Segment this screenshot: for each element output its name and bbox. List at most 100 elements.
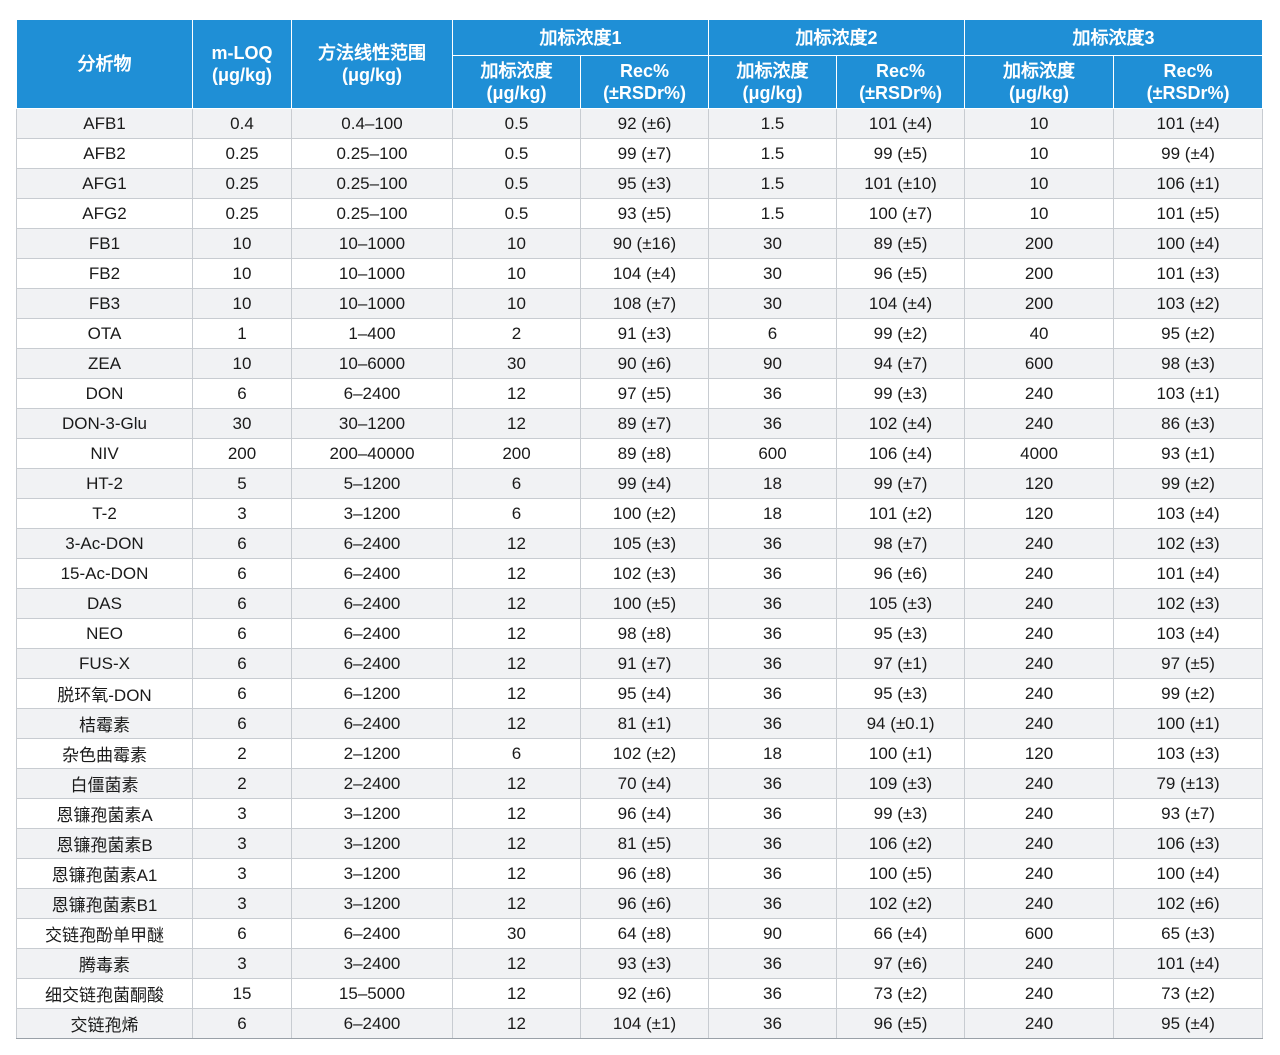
- cell-rec-2: 104 (±4): [836, 288, 966, 319]
- cell-rec-2: 106 (±4): [836, 438, 966, 469]
- cell-rec-1: 91 (±7): [579, 648, 710, 679]
- table-row: 细交链孢菌酮酸 15 15–5000 12 92 (±6) 36 73 (±2) 240 73 …: [16, 978, 1264, 1009]
- cell-spike-conc-2: 36: [708, 888, 838, 919]
- cell-rec-1: 96 (±6): [579, 888, 710, 919]
- cell-rec-2: 109 (±3): [836, 768, 966, 799]
- cell-analyte: 桔霉素: [16, 708, 193, 739]
- cell-rec-2: 101 (±10): [836, 168, 966, 199]
- cell-mloq: 30: [192, 408, 292, 439]
- cell-spike-conc-3: 10: [964, 138, 1115, 169]
- cell-analyte: 交链孢酚单甲醚: [16, 918, 193, 949]
- cell-rec-1: 104 (±4): [579, 258, 710, 289]
- cell-analyte: T-2: [16, 498, 193, 529]
- cell-spike-conc-2: 1.5: [708, 138, 838, 169]
- cell-analyte: 腾毒素: [16, 948, 193, 979]
- cell-spike-conc-3: 40: [964, 318, 1115, 349]
- table-row: 白僵菌素 2 2–2400 12 70 (±4) 36 109 (±3) 240 79 (±13…: [16, 768, 1264, 799]
- cell-rec-3: 93 (±1): [1113, 438, 1264, 469]
- cell-rec-3: 97 (±5): [1113, 648, 1264, 679]
- header-spike-level-3: 加标浓度3: [964, 20, 1264, 56]
- cell-mloq: 3: [192, 888, 292, 919]
- cell-linear-range: 10–1000: [291, 228, 453, 259]
- cell-spike-conc-1: 12: [452, 1008, 581, 1039]
- cell-spike-conc-2: 36: [708, 828, 838, 859]
- table-body: AFB1 0.4 0.4–100 0.5 92 (±6) 1.5 101 (±4) 10 101…: [16, 108, 1264, 1039]
- cell-rec-2: 100 (±1): [836, 738, 966, 769]
- cell-analyte: FB3: [16, 288, 193, 319]
- cell-spike-conc-3: 4000: [964, 438, 1115, 469]
- cell-rec-2: 100 (±5): [836, 858, 966, 889]
- cell-spike-conc-3: 200: [964, 288, 1115, 319]
- cell-rec-3: 99 (±2): [1113, 678, 1264, 709]
- cell-rec-1: 90 (±6): [579, 348, 710, 379]
- cell-spike-conc-2: 36: [708, 708, 838, 739]
- cell-mloq: 6: [192, 588, 292, 619]
- cell-spike-conc-2: 90: [708, 918, 838, 949]
- cell-linear-range: 2–1200: [291, 738, 453, 769]
- cell-mloq: 6: [192, 618, 292, 649]
- cell-linear-range: 6–2400: [291, 648, 453, 679]
- cell-spike-conc-3: 120: [964, 468, 1115, 499]
- cell-rec-3: 93 (±7): [1113, 798, 1264, 829]
- results-table-container: 分析物 m-LOQ (μg/kg) 方法线性范围 (μg/kg) 加标浓度1 加…: [16, 20, 1264, 1039]
- cell-mloq: 6: [192, 528, 292, 559]
- table-row: 恩镰孢菌素A 3 3–1200 12 96 (±4) 36 99 (±3) 240 93 (±7…: [16, 798, 1264, 829]
- cell-rec-3: 103 (±3): [1113, 738, 1264, 769]
- table-row: FB2 10 10–1000 10 104 (±4) 30 96 (±5) 200 101 (±…: [16, 258, 1264, 289]
- cell-rec-1: 64 (±8): [579, 918, 710, 949]
- table-row: 恩镰孢菌素A1 3 3–1200 12 96 (±8) 36 100 (±5) 240 100 …: [16, 858, 1264, 889]
- cell-spike-conc-1: 6: [452, 468, 581, 499]
- header-analyte: 分析物: [16, 20, 193, 109]
- table-row: 脱环氧-DON 6 6–1200 12 95 (±4) 36 95 (±3) 240 99 (±…: [16, 678, 1264, 709]
- cell-analyte: AFG1: [16, 168, 193, 199]
- cell-mloq: 2: [192, 768, 292, 799]
- cell-spike-conc-3: 240: [964, 618, 1115, 649]
- cell-analyte: HT-2: [16, 468, 193, 499]
- cell-rec-2: 101 (±4): [836, 108, 966, 139]
- cell-linear-range: 1–400: [291, 318, 453, 349]
- cell-mloq: 3: [192, 498, 292, 529]
- header-spike-conc-2: 加标浓度 (μg/kg): [708, 55, 838, 109]
- cell-rec-1: 70 (±4): [579, 768, 710, 799]
- table-row: NIV 200 200–40000 200 89 (±8) 600 106 (±4) 4000…: [16, 438, 1264, 469]
- cell-rec-3: 65 (±3): [1113, 918, 1264, 949]
- cell-spike-conc-3: 240: [964, 708, 1115, 739]
- cell-rec-1: 105 (±3): [579, 528, 710, 559]
- recovery-results-table: 分析物 m-LOQ (μg/kg) 方法线性范围 (μg/kg) 加标浓度1 加…: [16, 20, 1264, 1039]
- cell-analyte: NEO: [16, 618, 193, 649]
- cell-spike-conc-2: 36: [708, 618, 838, 649]
- cell-analyte: FUS-X: [16, 648, 193, 679]
- cell-linear-range: 3–1200: [291, 798, 453, 829]
- cell-rec-1: 97 (±5): [579, 378, 710, 409]
- cell-rec-3: 100 (±4): [1113, 228, 1264, 259]
- cell-rec-2: 102 (±2): [836, 888, 966, 919]
- cell-rec-3: 103 (±4): [1113, 618, 1264, 649]
- header-mloq: m-LOQ (μg/kg): [192, 20, 292, 109]
- cell-linear-range: 10–1000: [291, 258, 453, 289]
- cell-mloq: 0.25: [192, 198, 292, 229]
- cell-rec-1: 93 (±3): [579, 948, 710, 979]
- cell-spike-conc-1: 2: [452, 318, 581, 349]
- cell-rec-1: 104 (±1): [579, 1008, 710, 1039]
- cell-mloq: 6: [192, 918, 292, 949]
- cell-rec-1: 89 (±7): [579, 408, 710, 439]
- cell-spike-conc-2: 6: [708, 318, 838, 349]
- header-spike-conc-3: 加标浓度 (μg/kg): [964, 55, 1115, 109]
- cell-linear-range: 6–1200: [291, 678, 453, 709]
- cell-mloq: 2: [192, 738, 292, 769]
- cell-spike-conc-2: 36: [708, 648, 838, 679]
- cell-mloq: 0.4: [192, 108, 292, 139]
- cell-rec-2: 99 (±5): [836, 138, 966, 169]
- cell-rec-3: 79 (±13): [1113, 768, 1264, 799]
- cell-rec-3: 99 (±4): [1113, 138, 1264, 169]
- cell-spike-conc-1: 12: [452, 978, 581, 1009]
- cell-linear-range: 0.4–100: [291, 108, 453, 139]
- cell-rec-3: 101 (±4): [1113, 558, 1264, 589]
- cell-rec-1: 92 (±6): [579, 108, 710, 139]
- cell-mloq: 6: [192, 648, 292, 679]
- table-row: 杂色曲霉素 2 2–1200 6 102 (±2) 18 100 (±1) 120 103 (±…: [16, 738, 1264, 769]
- cell-analyte: AFB2: [16, 138, 193, 169]
- cell-linear-range: 6–2400: [291, 378, 453, 409]
- cell-rec-3: 98 (±3): [1113, 348, 1264, 379]
- cell-linear-range: 6–2400: [291, 528, 453, 559]
